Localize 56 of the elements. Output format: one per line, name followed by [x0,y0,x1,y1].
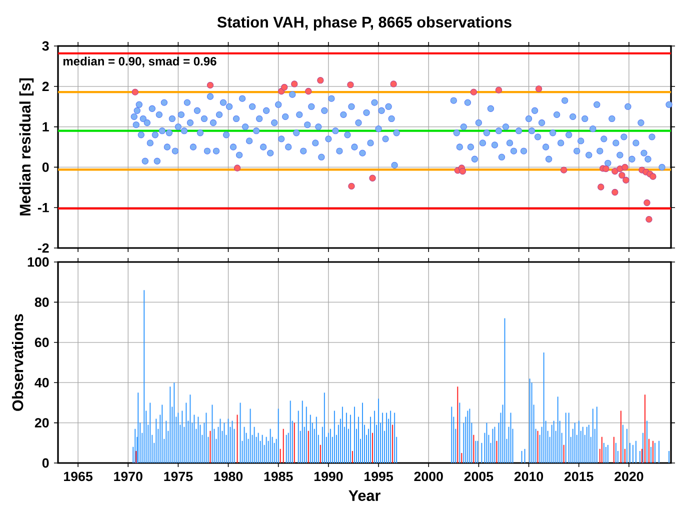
point [598,184,604,190]
point [459,168,466,175]
point [612,168,618,175]
point [618,172,626,179]
y-tick-label: -1 [38,203,49,212]
annotation: median = 0.90, smad = 0.96 [63,56,216,68]
point [305,88,312,95]
x-tick-label: 1965 [64,472,92,482]
point [348,182,355,190]
point [347,81,354,88]
y-axis-title: Observations [12,314,24,411]
point [650,173,656,180]
point [132,88,138,96]
x-tick-label: 1985 [264,472,293,482]
point [602,165,610,172]
y-tick-label: -2 [38,243,49,253]
x-tick-label: 2015 [564,472,594,482]
y-tick-label: 0 [42,162,49,172]
y-tick-label: 60 [34,338,49,348]
point [234,164,241,172]
x-tick-label: 1970 [114,472,142,482]
y-tick-label: 2 [42,82,49,92]
x-tick-label: 1980 [214,472,243,482]
point [317,77,324,84]
point [281,84,288,91]
point [622,164,628,171]
x-tick-label: 2020 [614,472,644,482]
point [612,188,618,196]
point [646,216,652,223]
y-tick-label: 3 [42,41,49,51]
y-tick-label: 0 [42,458,49,468]
y-tick-label: 20 [34,418,49,428]
y-tick-label: 40 [34,378,49,388]
chart-title: Station VAH, phase P, 8665 observations [217,16,512,31]
point [560,166,568,174]
x-tick-label: 2000 [414,472,443,482]
y-tick-label: 80 [34,297,49,307]
point [369,174,376,182]
y-tick-label: 100 [28,257,49,267]
point [535,85,542,92]
y-axis-title: Median residual [s] [19,78,34,216]
point [644,199,650,206]
point [206,82,214,89]
point [616,165,624,172]
point [390,80,397,88]
point [291,80,298,88]
point [622,176,630,184]
x-tick-label: 2005 [464,472,494,482]
x-tick-label: 1975 [164,472,193,482]
x-axis-title: Year [348,490,380,501]
x-tick-label: 1990 [314,472,343,482]
point [495,86,502,94]
x-tick-label: 2010 [514,472,544,482]
x-tick-label: 1995 [364,472,393,482]
y-tick-label: 1 [42,122,49,132]
point [470,88,478,96]
